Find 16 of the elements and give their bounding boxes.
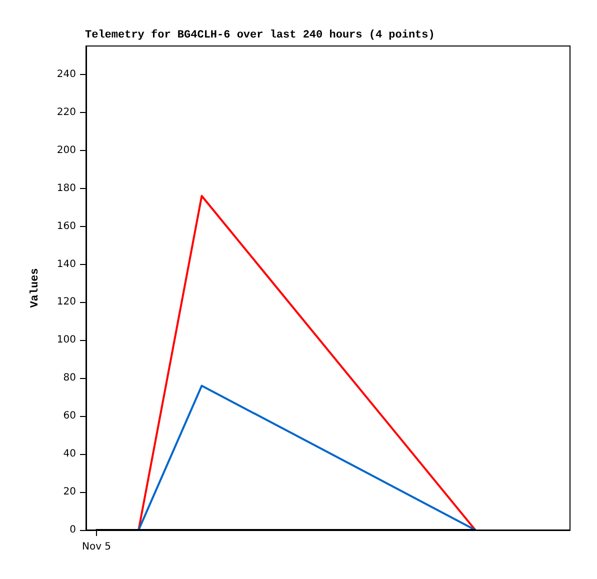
y-tick-label: 20 bbox=[63, 486, 76, 498]
y-tick-label: 160 bbox=[56, 220, 76, 232]
y-tick-label: 100 bbox=[56, 334, 76, 346]
y-tick-label: 80 bbox=[63, 372, 76, 384]
chart-title: Telemetry for BG4CLH-6 over last 240 hours (4 points) bbox=[85, 28, 435, 42]
y-tick-label: 240 bbox=[56, 68, 76, 80]
x-tick-label: Nov 5 bbox=[82, 542, 112, 552]
y-tick-label: 180 bbox=[56, 182, 76, 194]
y-axis-title: Values bbox=[30, 268, 42, 308]
y-tick-label: 120 bbox=[56, 296, 76, 308]
y-tick-label: 40 bbox=[63, 448, 76, 460]
y-tick-label: 0 bbox=[70, 524, 76, 536]
y-tick-label: 220 bbox=[56, 106, 76, 118]
y-tick-label: 200 bbox=[56, 144, 76, 156]
y-tick-label: 60 bbox=[63, 410, 76, 422]
y-tick-label: 140 bbox=[56, 258, 76, 270]
